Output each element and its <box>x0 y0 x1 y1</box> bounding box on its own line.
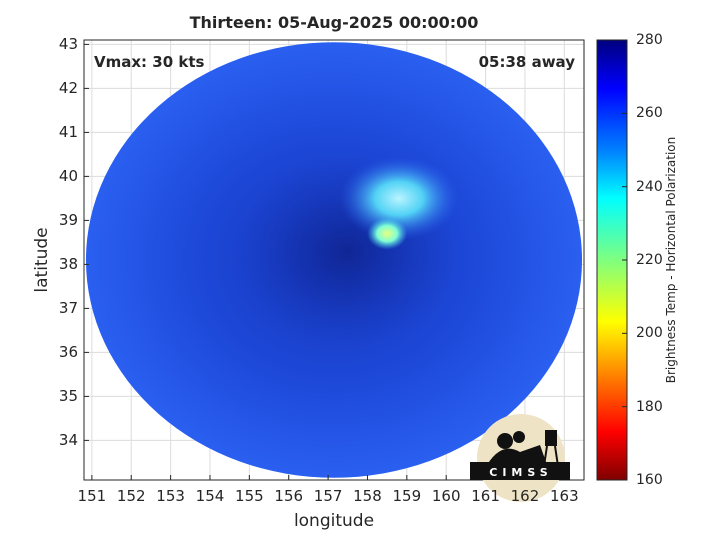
x-tick-label: 160 <box>431 487 461 505</box>
chart-title: Thirteen: 05-Aug-2025 00:00:00 <box>189 13 479 32</box>
y-axis-label: latitude <box>32 227 52 293</box>
x-tick-label: 153 <box>156 487 185 505</box>
x-tick-label: 162 <box>510 487 540 505</box>
logo-text: CIMSS <box>489 466 552 479</box>
x-tick-label: 154 <box>195 487 225 505</box>
x-tick-label: 163 <box>549 487 579 505</box>
vmax-annotation: Vmax: 30 kts <box>94 53 205 71</box>
cimss-logo: CIMSS <box>470 414 570 502</box>
x-tick-label: 155 <box>235 487 264 505</box>
x-axis-label: longitude <box>293 511 375 531</box>
colorbar-label: Brightness Temp - Horizontal Polarizatio… <box>664 136 678 384</box>
colorbar-tick-label: 180 <box>636 398 663 415</box>
logo-bar <box>470 462 570 480</box>
satellite-dish-small-icon <box>513 431 525 443</box>
x-tick-label: 156 <box>274 487 304 505</box>
x-tick-label: 151 <box>77 487 107 505</box>
colorbar-tick-label: 200 <box>636 325 663 342</box>
y-tick-label: 41 <box>58 123 78 142</box>
x-tick-label: 158 <box>353 487 382 505</box>
swath-layer <box>85 42 583 478</box>
colorbar-ticks <box>622 39 627 481</box>
y-tick-label: 38 <box>58 255 78 274</box>
x-tick-label: 157 <box>313 487 343 505</box>
warm-spot <box>367 217 408 250</box>
y-tick-label: 43 <box>58 35 78 54</box>
colorbar-tick-label: 260 <box>636 105 663 122</box>
y-tick-label: 35 <box>58 387 78 406</box>
x-tick-label: 152 <box>116 487 146 505</box>
y-tick-label: 37 <box>58 299 78 318</box>
colorbar-tick-label: 220 <box>636 252 663 268</box>
colorbar-tick-label: 280 <box>636 32 663 48</box>
satellite-dish-icon <box>497 433 513 449</box>
water-tower-icon <box>545 430 557 446</box>
y-tick-label: 34 <box>58 431 78 450</box>
colorbar-tick-label: 160 <box>636 472 663 488</box>
y-tick-label: 36 <box>58 343 78 362</box>
warm-band <box>338 156 459 241</box>
plot-frame <box>83 39 585 481</box>
x-tick-label: 159 <box>392 487 422 505</box>
y-tick-label: 42 <box>58 79 78 98</box>
y-tick-label: 39 <box>58 211 78 230</box>
time-away-annotation: 05:38 away <box>478 53 575 71</box>
y-tick-label: 40 <box>58 167 78 186</box>
colorbar-tick-label: 240 <box>636 178 663 195</box>
x-tick-label: 161 <box>471 487 500 505</box>
